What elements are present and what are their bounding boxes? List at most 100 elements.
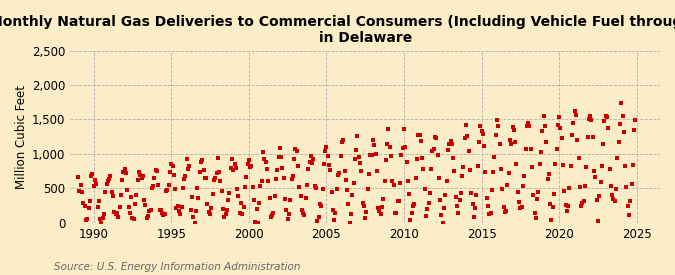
Point (188, 215, 198, 219)
Point (630, 117, 641, 122)
Point (498, 205, 509, 210)
Point (219, 214, 230, 219)
Point (269, 193, 280, 198)
Point (209, 178, 219, 183)
Point (423, 200, 434, 205)
Point (292, 149, 302, 153)
Point (119, 167, 130, 171)
Point (585, 114, 595, 118)
Point (327, 208, 338, 212)
Point (95, 217, 105, 221)
Point (554, 114, 564, 119)
Point (507, 125, 518, 129)
Point (616, 101, 626, 106)
Point (292, 164, 303, 169)
Point (144, 208, 155, 213)
Point (342, 188, 352, 192)
Point (531, 216, 541, 220)
Point (252, 220, 263, 225)
Point (549, 191, 560, 196)
Point (387, 178, 398, 183)
Point (264, 196, 275, 200)
Point (501, 209, 512, 213)
Point (406, 210, 417, 215)
Point (475, 124, 486, 128)
Point (113, 214, 124, 219)
Point (258, 150, 269, 154)
Point (519, 174, 530, 178)
Point (370, 152, 381, 156)
Point (273, 155, 284, 160)
Point (246, 164, 256, 168)
Point (230, 162, 240, 166)
Point (335, 154, 346, 158)
Point (122, 188, 133, 192)
Point (138, 174, 148, 178)
Point (330, 210, 341, 215)
Point (431, 136, 441, 140)
Point (385, 154, 396, 158)
Point (286, 177, 297, 182)
Point (196, 160, 207, 164)
Point (521, 124, 532, 128)
Point (285, 198, 296, 202)
Point (178, 185, 188, 190)
Point (210, 175, 221, 180)
Point (217, 207, 228, 211)
Point (171, 206, 182, 210)
Point (152, 169, 163, 173)
Point (78, 201, 88, 206)
Point (115, 193, 126, 197)
Point (510, 140, 520, 144)
Y-axis label: Million Cubic Feet: Million Cubic Feet (15, 85, 28, 189)
Point (558, 163, 568, 167)
Point (369, 143, 379, 147)
Point (497, 187, 508, 191)
Point (589, 169, 599, 174)
Point (344, 220, 355, 225)
Point (608, 197, 619, 201)
Point (493, 124, 504, 128)
Point (162, 188, 173, 192)
Point (450, 195, 461, 199)
Point (456, 191, 466, 196)
Point (103, 179, 113, 184)
Point (426, 167, 437, 171)
Point (590, 175, 601, 179)
Point (157, 211, 167, 215)
Point (361, 210, 372, 214)
Point (597, 142, 608, 146)
Point (365, 153, 376, 158)
Point (242, 162, 253, 167)
Point (175, 212, 186, 216)
Point (279, 197, 290, 202)
Point (265, 214, 276, 219)
Point (350, 157, 360, 161)
Point (506, 141, 516, 146)
Point (268, 210, 279, 215)
Point (378, 197, 389, 201)
Point (468, 215, 479, 219)
Point (580, 184, 591, 189)
Point (73, 174, 84, 179)
Point (538, 114, 549, 118)
Point (316, 204, 327, 208)
Point (282, 217, 293, 222)
Point (404, 192, 414, 196)
Point (399, 126, 410, 131)
Point (186, 195, 197, 200)
Point (599, 119, 610, 123)
Point (567, 133, 578, 137)
Point (303, 167, 314, 172)
Point (578, 198, 589, 203)
Point (419, 187, 430, 191)
Point (400, 144, 410, 149)
Point (551, 146, 562, 151)
Point (321, 145, 332, 149)
Point (126, 195, 136, 199)
Point (375, 211, 386, 216)
Point (151, 167, 161, 172)
Point (537, 129, 547, 133)
Point (453, 211, 464, 216)
Point (223, 198, 234, 202)
